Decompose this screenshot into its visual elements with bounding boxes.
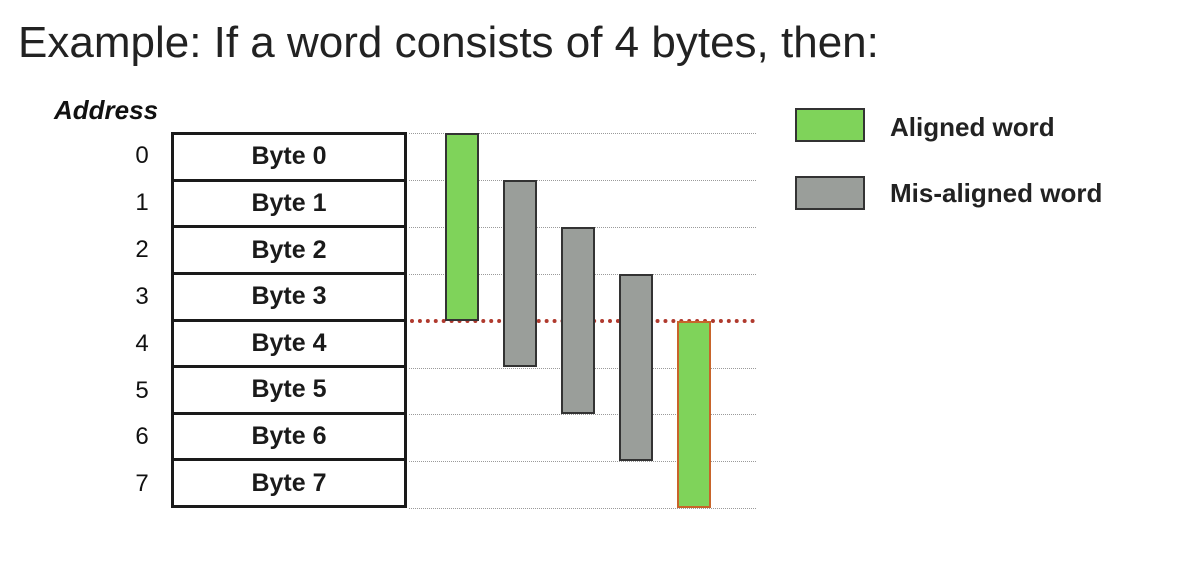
legend-swatch-aligned xyxy=(795,108,865,142)
legend-label-aligned: Aligned word xyxy=(890,112,1055,142)
memory-byte-cell: Byte 4 xyxy=(174,322,404,369)
memory-byte-cell: Byte 1 xyxy=(174,182,404,229)
address-number: 3 xyxy=(135,282,149,310)
address-header: Address xyxy=(54,95,159,125)
aligned-word-bar xyxy=(445,133,479,321)
row-guide-line xyxy=(409,508,756,510)
address-number: 6 xyxy=(135,423,149,451)
memory-byte-cell: Byte 0 xyxy=(174,135,404,182)
row-guide-line xyxy=(409,133,756,134)
memory-byte-cell: Byte 7 xyxy=(251,468,327,497)
row-guide-line xyxy=(409,461,756,463)
legend-label-misaligned: Mis-aligned word xyxy=(890,178,1103,208)
row-guide-line xyxy=(409,414,756,416)
row-guide-line xyxy=(409,179,756,181)
address-number: 7 xyxy=(135,470,149,498)
memory-table: Byte 0 Byte 1 Byte 2 Byte 3 Byte 4 Byte 5 Byte… xyxy=(171,132,407,508)
aligned-word-bar xyxy=(677,320,711,509)
memory-byte-cell: Byte 6 xyxy=(174,415,404,462)
memory-byte-cell: Byte 5 xyxy=(174,368,404,415)
memory-byte-cell: Byte 2 xyxy=(174,228,404,275)
legend-swatch-misaligned xyxy=(795,176,865,210)
slide-title: Example: If a word consists of 4 bytes, … xyxy=(18,18,879,67)
address-number: 5 xyxy=(135,376,149,404)
memory-byte-cell: Byte 3 xyxy=(174,275,404,322)
misaligned-word-bar xyxy=(561,226,595,415)
address-number: 0 xyxy=(135,142,149,169)
address-number: 4 xyxy=(135,329,149,357)
misaligned-word-bar xyxy=(503,179,537,368)
misaligned-word-bar xyxy=(619,273,653,462)
address-number: 1 xyxy=(135,188,149,216)
address-number: 2 xyxy=(135,235,149,263)
